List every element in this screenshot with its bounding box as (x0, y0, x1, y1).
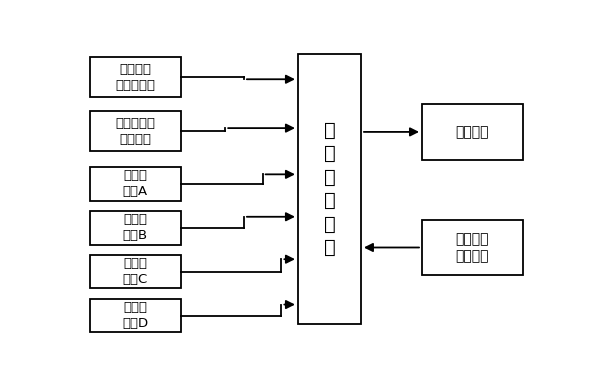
Text: 起始台车检
测传感器: 起始台车检 测传感器 (115, 117, 155, 146)
Bar (422, 104, 522, 160)
Bar (89, 167, 181, 201)
Bar (89, 255, 181, 288)
Text: 压力传
感器B: 压力传 感器B (123, 213, 148, 242)
Text: 台车计数
检测传感器: 台车计数 检测传感器 (115, 63, 155, 92)
Text: 压力传
感器C: 压力传 感器C (123, 257, 148, 286)
Text: 运
算
控
制
装
置: 运 算 控 制 装 置 (324, 121, 335, 257)
Bar (89, 57, 181, 97)
Text: 压力传
感器A: 压力传 感器A (123, 169, 148, 198)
Bar (298, 54, 361, 324)
Text: 压力传
感器D: 压力传 感器D (122, 301, 148, 330)
Bar (89, 111, 181, 151)
Bar (89, 299, 181, 332)
Text: 显示装置: 显示装置 (455, 125, 489, 139)
Text: 检测参数
设置装置: 检测参数 设置装置 (455, 232, 489, 263)
Bar (89, 211, 181, 245)
Bar (422, 220, 522, 275)
